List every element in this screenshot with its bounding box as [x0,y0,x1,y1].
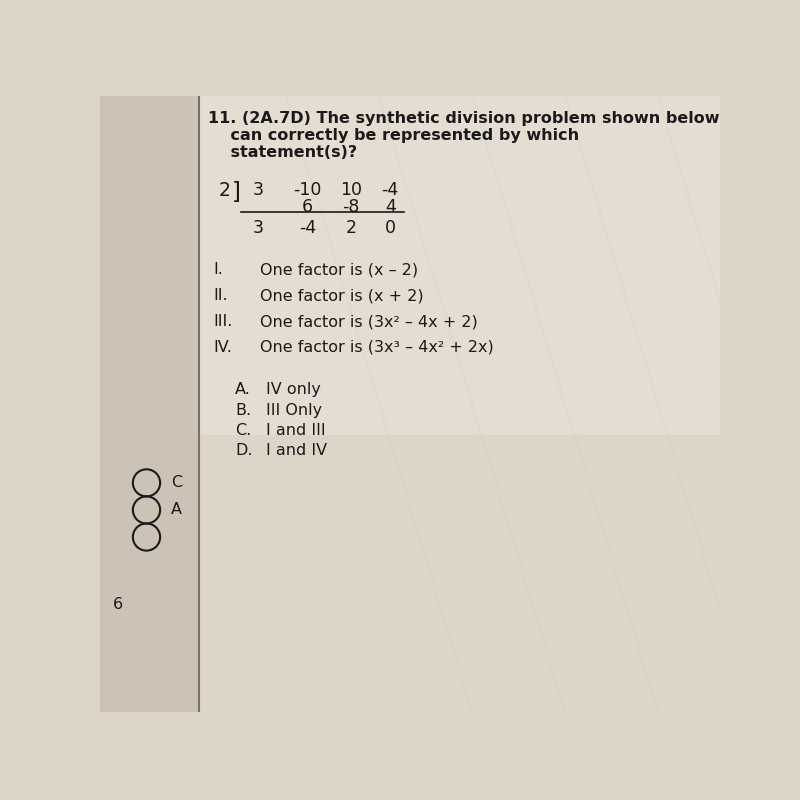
Text: 6: 6 [112,597,122,612]
Text: C.: C. [235,423,251,438]
Text: IV.: IV. [214,340,232,355]
Text: 2: 2 [346,219,357,238]
Text: 11. (2A.7D) The synthetic division problem shown below: 11. (2A.7D) The synthetic division probl… [209,111,720,126]
Text: II.: II. [214,288,228,303]
Text: I and IV: I and IV [266,443,327,458]
Text: 6: 6 [302,198,314,216]
Text: III Only: III Only [266,402,322,418]
Bar [193,96,720,435]
Text: B.: B. [235,402,251,418]
Text: can correctly be represented by which: can correctly be represented by which [209,128,580,143]
Text: I and III: I and III [266,423,326,438]
Text: -10: -10 [294,181,322,199]
Text: 10: 10 [340,181,362,199]
Text: statement(s)?: statement(s)? [209,145,358,160]
Bar [100,96,199,712]
Text: III.: III. [214,314,233,329]
Text: -4: -4 [382,181,398,199]
Text: IV only: IV only [266,382,321,398]
Text: One factor is (x + 2): One factor is (x + 2) [260,288,423,303]
Text: ]: ] [232,181,241,204]
Text: 3: 3 [253,219,264,238]
Text: One factor is (3x³ – 4x² + 2x): One factor is (3x³ – 4x² + 2x) [260,340,494,355]
Text: 2: 2 [218,181,230,200]
Text: -8: -8 [342,198,360,216]
Text: 4: 4 [385,198,395,216]
Text: C: C [171,475,182,490]
Text: One factor is (x – 2): One factor is (x – 2) [260,262,418,278]
Text: A: A [171,502,182,518]
Text: D.: D. [235,443,253,458]
Text: 3: 3 [253,181,264,199]
Text: 0: 0 [385,219,396,238]
Text: I.: I. [214,262,223,278]
Text: A.: A. [235,382,251,398]
Text: One factor is (3x² – 4x + 2): One factor is (3x² – 4x + 2) [260,314,478,329]
Text: -4: -4 [299,219,316,238]
